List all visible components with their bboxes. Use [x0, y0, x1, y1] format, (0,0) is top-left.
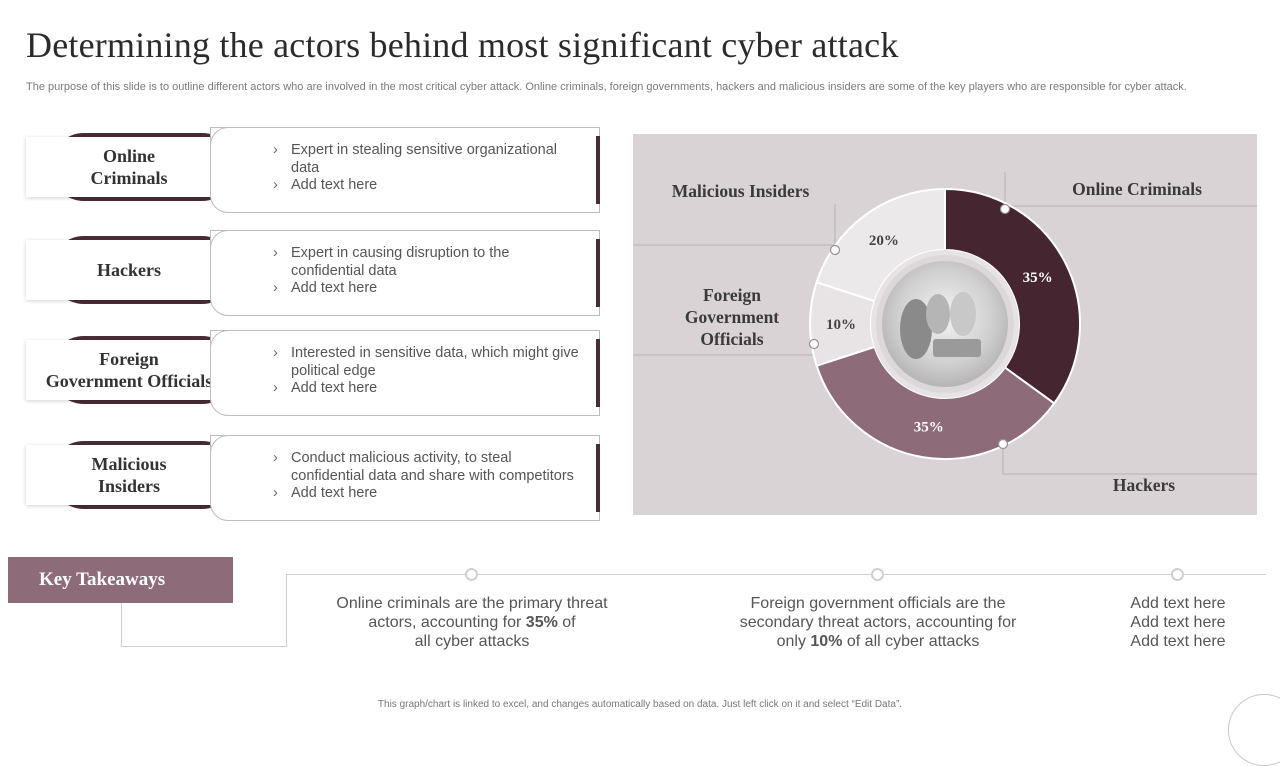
category-label-hackers: Hackers	[1112, 475, 1176, 495]
bullet-item: Add text here	[273, 280, 579, 298]
actor-label-line1: Foreign	[99, 349, 159, 369]
bullet-item: Add text here	[273, 177, 579, 195]
takeaway-dot	[465, 568, 478, 581]
footer-note: This graph/chart is linked to excel, and…	[377, 699, 903, 710]
actor-label-line2: Insiders	[97, 476, 160, 496]
actor-label-line1: Malicious	[91, 454, 167, 474]
takeaways-timeline-line	[286, 574, 1266, 575]
takeaway-line: of	[557, 614, 576, 631]
actor-label: Foreign Government Officials	[26, 340, 232, 400]
actor-bullets: Expert in stealing sensitive organizatio…	[273, 142, 579, 195]
actor-label-line1: Hackers	[97, 260, 161, 280]
data-label-malicious-insiders: 20%	[869, 233, 899, 249]
bullet-item: Add text here	[273, 485, 579, 503]
takeaway-line: only	[776, 633, 811, 650]
takeaway-highlight: 10%	[810, 633, 843, 650]
takeaway-line: Add text here	[1130, 595, 1226, 612]
accent-bar	[596, 136, 600, 204]
actor-description-box: Expert in causing disruption to the conf…	[210, 230, 600, 316]
takeaway-line: secondary threat actors, accounting for	[739, 614, 1017, 631]
category-label-foreign-government: Foreign Government Officials	[653, 284, 811, 350]
actor-bullets: Interested in sensitive data, which migh…	[273, 345, 579, 398]
page-title: Determining the actors behind most signi…	[26, 25, 899, 65]
takeaway-dot	[871, 568, 884, 581]
category-label-line: Officials	[700, 329, 764, 349]
actor-description-box: Interested in sensitive data, which migh…	[210, 330, 600, 416]
connector-line	[286, 574, 287, 647]
data-label-foreign-government-officials: 10%	[826, 317, 856, 333]
chart-panel: 35% 35% 10% 20% Online Criminals Hackers Fo…	[633, 134, 1257, 515]
actor-label-line2: Criminals	[90, 168, 168, 188]
takeaway-highlight: 35%	[525, 614, 558, 631]
takeaway-3: Add text here Add text here Add text her…	[1110, 594, 1246, 651]
takeaway-line: Add text here	[1130, 633, 1226, 650]
actor-row-hackers: Hackers Expert in causing disruption to …	[26, 230, 600, 316]
bullet-item: Interested in sensitive data, which migh…	[273, 345, 579, 380]
key-takeaways-label: Key Takeaways	[8, 557, 233, 603]
actor-description-box: Conduct malicious activity, to steal con…	[210, 435, 600, 521]
accent-bar	[596, 339, 600, 407]
accent-bar	[596, 444, 600, 512]
data-label-hackers: 35%	[914, 420, 944, 436]
bullet-item: Add text here	[273, 380, 579, 398]
actor-bullets: Conduct malicious activity, to steal con…	[273, 450, 579, 503]
takeaway-line: Add text here	[1130, 614, 1226, 631]
leader-dots	[808, 203, 1011, 450]
actor-bullets: Expert in causing disruption to the conf…	[273, 245, 579, 298]
accent-bar	[596, 239, 600, 307]
data-label-online-criminals: 35%	[1023, 270, 1053, 286]
actor-label: Online Criminals	[26, 137, 232, 197]
slice-data-labels: 35% 35% 10% 20%	[826, 233, 1053, 436]
actor-label-line2: Government Officials	[45, 371, 213, 391]
category-label-online-criminals: Online Criminals	[1072, 179, 1202, 199]
center-photo	[871, 250, 1019, 398]
page-subtitle: The purpose of this slide is to outline …	[26, 81, 1187, 93]
bullet-item: Expert in causing disruption to the conf…	[273, 245, 579, 280]
takeaway-dot	[1171, 568, 1184, 581]
takeaway-line: Foreign government officials are the	[750, 595, 1006, 612]
category-label-line: Government	[684, 307, 780, 327]
takeaway-line: of all cyber attacks	[842, 633, 980, 650]
category-label-line: Foreign	[702, 285, 761, 305]
connector-line	[121, 603, 122, 646]
bullet-item: Conduct malicious activity, to steal con…	[273, 450, 579, 485]
takeaway-1: Online criminals are the primary threat …	[322, 594, 622, 651]
connector-line	[121, 646, 286, 647]
actor-label: Hackers	[26, 240, 232, 300]
donut-chart[interactable]: 35% 35% 10% 20%	[633, 134, 1257, 515]
takeaway-line: all cyber attacks	[414, 633, 530, 650]
takeaway-line: Online criminals are the primary threat	[336, 595, 608, 612]
actor-description-box: Expert in stealing sensitive organizatio…	[210, 127, 600, 213]
actor-label-line1: Online	[102, 146, 155, 166]
category-label-malicious-insiders: Malicious Insiders	[671, 181, 810, 201]
actor-label: Malicious Insiders	[26, 445, 232, 505]
takeaway-line: actors, accounting for	[368, 614, 526, 631]
bullet-item: Expert in stealing sensitive organizatio…	[273, 142, 579, 177]
takeaway-2: Foreign government officials are the sec…	[722, 594, 1034, 651]
